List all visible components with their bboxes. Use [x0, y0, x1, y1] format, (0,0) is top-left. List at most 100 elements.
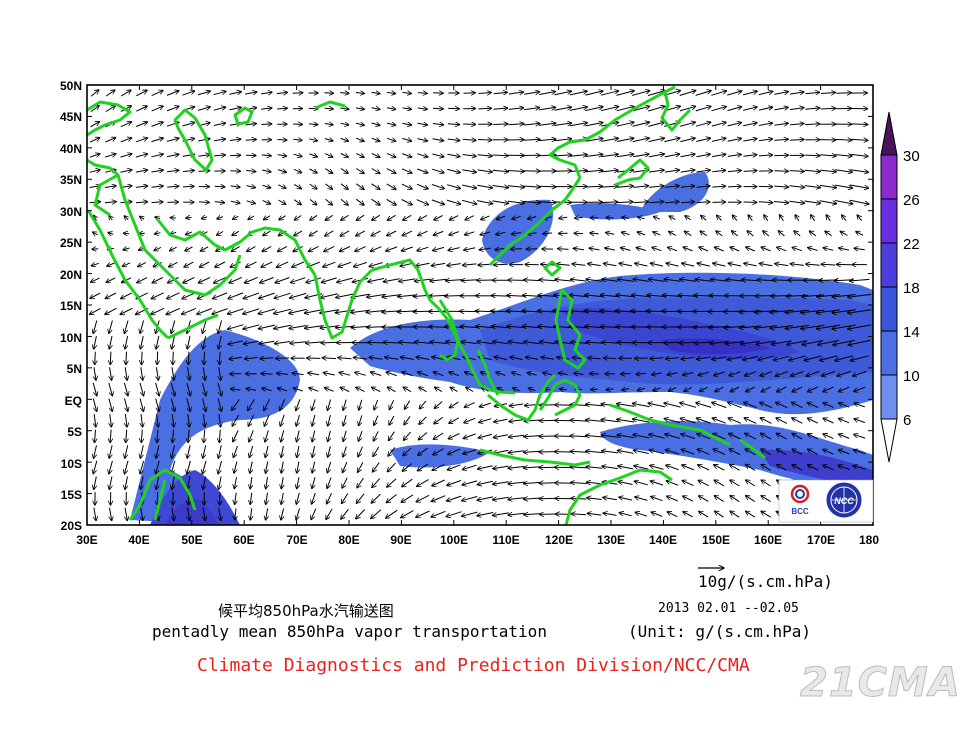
- wind-arrow: [280, 399, 286, 410]
- wind-arrow: [570, 279, 587, 281]
- wind-arrow: [386, 138, 396, 141]
- wind-arrow: [601, 202, 618, 203]
- wind-arrow: [182, 170, 195, 171]
- wind-arrow: [713, 371, 725, 376]
- wind-arrow: [123, 233, 130, 234]
- wind-arrow: [605, 248, 616, 250]
- wind-arrow: [763, 231, 770, 237]
- wind-arrow: [230, 186, 241, 187]
- wind-arrow: [602, 342, 619, 343]
- wind-arrow: [123, 248, 130, 250]
- wind-arrow: [387, 108, 396, 110]
- wind-arrow: [155, 217, 161, 219]
- wind-arrow: [805, 124, 820, 125]
- wind-arrow: [105, 307, 117, 314]
- wind-arrow: [652, 247, 662, 252]
- wind-arrow: [94, 215, 97, 221]
- wind-arrow: [496, 216, 506, 219]
- wind-arrow: [523, 92, 540, 94]
- wind-arrow: [575, 217, 583, 218]
- wind-arrow: [280, 414, 285, 426]
- wind-arrow: [229, 139, 241, 140]
- lat-label: 15S: [61, 488, 82, 502]
- wind-arrow: [306, 277, 322, 283]
- wind-arrow: [276, 373, 289, 374]
- wind-arrow: [569, 155, 587, 157]
- wind-arrow: [638, 217, 645, 219]
- wind-arrow: [496, 372, 506, 375]
- wind-arrow: [559, 217, 568, 218]
- wind-arrow: [416, 199, 429, 205]
- wind-arrow: [554, 171, 571, 172]
- colorbar-label: 22: [903, 236, 920, 253]
- wind-arrow: [758, 107, 773, 111]
- wind-arrow: [554, 155, 571, 156]
- wind-arrow: [168, 277, 179, 283]
- wind-arrow: [620, 248, 631, 251]
- wind-arrow: [276, 92, 288, 93]
- wind-arrow: [243, 340, 259, 344]
- wind-arrow: [229, 107, 242, 110]
- wind-arrow: [616, 122, 634, 127]
- wind-arrow: [681, 357, 695, 359]
- wind-arrow: [340, 93, 349, 94]
- wind-arrow: [244, 276, 258, 283]
- wind-arrow: [385, 357, 399, 359]
- wind-arrow: [447, 139, 460, 141]
- wind-arrow: [232, 414, 240, 426]
- wind-arrow: [586, 420, 603, 422]
- wind-arrow: [172, 335, 175, 349]
- wind-arrow: [215, 261, 226, 267]
- wind-arrow: [775, 371, 788, 377]
- wind-arrow: [404, 400, 411, 410]
- wind-arrow: [136, 90, 147, 97]
- wind-arrow: [262, 185, 270, 188]
- wind-arrow: [743, 107, 757, 111]
- wind-arrow: [416, 357, 430, 360]
- wind-arrow: [744, 418, 757, 424]
- wind-arrow: [664, 154, 680, 158]
- wind-arrow: [601, 154, 618, 156]
- wind-arrow: [527, 233, 537, 234]
- wind-arrow: [293, 154, 302, 156]
- wind-arrow: [603, 358, 617, 359]
- wind-arrow: [337, 277, 353, 282]
- wind-arrow: [340, 387, 350, 392]
- wind-arrow: [157, 429, 158, 443]
- wind-arrow: [229, 276, 243, 283]
- wind-arrow: [748, 215, 752, 221]
- wind-arrow: [761, 247, 771, 252]
- wind-arrow: [386, 183, 396, 189]
- wind-arrow: [461, 342, 478, 344]
- colorbar-top-cap: [880, 111, 898, 156]
- date-range: 2013 02.01 --02.05: [658, 601, 799, 616]
- wind-arrow: [419, 400, 427, 409]
- wind-arrow: [324, 139, 333, 141]
- wind-arrow: [289, 292, 307, 298]
- wind-arrow: [840, 231, 848, 236]
- wind-arrow: [356, 214, 365, 220]
- wind-arrow: [665, 358, 680, 359]
- wind-arrow: [696, 403, 712, 408]
- wind-arrow: [383, 342, 400, 343]
- wind-arrow: [417, 139, 428, 141]
- wind-arrow: [447, 168, 460, 172]
- wind-arrow: [805, 155, 820, 156]
- wind-arrow: [633, 279, 650, 281]
- wind-arrow: [166, 307, 181, 314]
- wind-arrow: [836, 93, 851, 94]
- wind-arrow: [290, 342, 306, 344]
- wind-arrow: [789, 171, 805, 172]
- wind-arrow: [125, 335, 128, 349]
- wind-arrow: [617, 186, 633, 187]
- wind-arrow: [727, 123, 742, 127]
- colorbar-bin: [880, 242, 898, 288]
- wind-arrow: [617, 342, 634, 343]
- wind-arrow: [310, 214, 318, 220]
- wind-arrow: [417, 123, 428, 125]
- wind-arrow: [462, 170, 476, 173]
- wind-arrow: [648, 170, 664, 172]
- lon-label: 80E: [338, 533, 359, 547]
- wind-arrow: [821, 264, 836, 265]
- wind-arrow: [217, 382, 222, 396]
